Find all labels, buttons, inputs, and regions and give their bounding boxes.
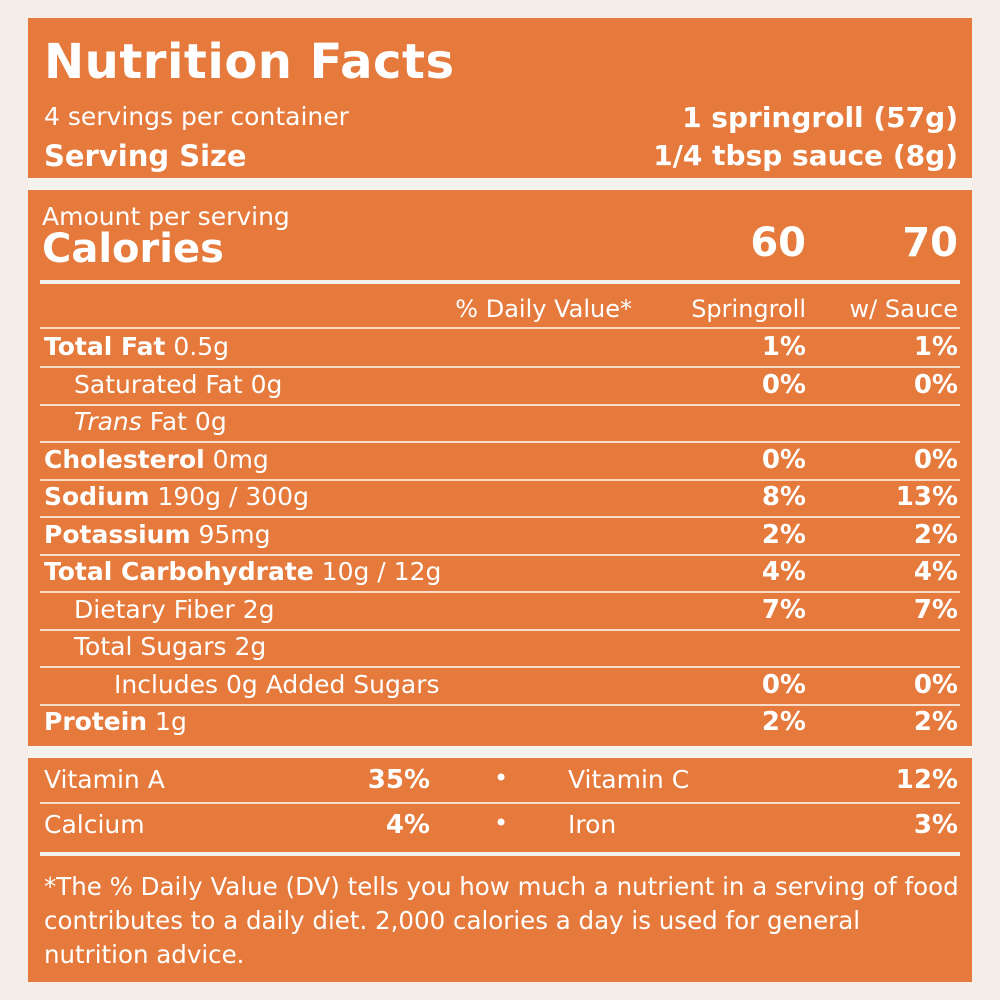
nutrient-dv-springroll: 0%: [761, 669, 806, 700]
vitamin-a-value: 35%: [367, 765, 430, 795]
daily-value-footnote: *The % Daily Value (DV) tells you how mu…: [44, 872, 959, 969]
column-header-with-sauce: w/ Sauce: [849, 295, 958, 323]
nutrient-name: Saturated Fat 0g: [74, 368, 282, 402]
nutrient-name-bold: Cholesterol: [44, 444, 205, 474]
row-divider: [40, 666, 960, 668]
nutrient-name: Dietary Fiber 2g: [74, 593, 274, 627]
serving-size-label: Serving Size: [44, 139, 247, 173]
nutrient-dv-with-sauce: 13%: [895, 482, 958, 512]
nutrient-dv-springroll: 2%: [761, 519, 806, 550]
nutrient-amount: 95mg: [190, 519, 271, 549]
nutrient-amount: 0.5g: [165, 332, 230, 361]
nutrient-row: Total Carbohydrate 10g / 12g 4% 4%: [28, 555, 972, 593]
row-divider: [40, 478, 960, 481]
calcium-value: 4%: [385, 810, 430, 840]
amount-per-serving: Amount per serving: [42, 202, 290, 231]
row-divider: [40, 703, 960, 706]
serving-size-sauce: 1/4 tbsp sauce (8g): [653, 139, 958, 172]
row-divider: [40, 403, 960, 406]
nutrient-name: Cholesterol 0mg: [44, 443, 269, 477]
nutrient-amount: Saturated Fat 0g: [74, 369, 283, 399]
nutrient-amount: Includes 0g Added Sugars: [114, 669, 440, 699]
thin-divider: [40, 327, 960, 329]
nutrient-dv-with-sauce: 2%: [913, 707, 958, 737]
vitamin-a-label: Vitamin A: [44, 765, 165, 794]
vitamin-c-value: 12%: [895, 765, 958, 795]
nutrient-row: Trans Fat 0g: [28, 405, 972, 443]
row-divider: [40, 516, 960, 518]
nutrient-amount: Total Sugars 2g: [74, 632, 267, 661]
footnote-divider: [40, 852, 960, 856]
nutrient-amount: 10g / 12g: [313, 557, 442, 586]
label-title: Nutrition Facts: [44, 34, 455, 90]
nutrient-name: Total Sugars 2g: [74, 630, 266, 664]
thick-divider-top: [28, 178, 972, 190]
nutrient-name-bold: Protein: [44, 707, 148, 736]
iron-label: Iron: [568, 810, 617, 839]
nutrient-name-bold: Total Fat: [44, 332, 166, 361]
row-divider: [40, 591, 960, 593]
nutrient-amount: 0mg: [204, 444, 269, 474]
nutrient-row: Protein 1g 2% 2%: [28, 705, 972, 743]
row-divider: [40, 628, 960, 631]
row-divider: [40, 441, 960, 443]
nutrient-name: Protein 1g: [44, 705, 187, 739]
nutrient-name: Includes 0g Added Sugars: [114, 668, 440, 702]
nutrient-name-bold: Potassium: [44, 519, 191, 549]
daily-value-header: % Daily Value*: [455, 295, 632, 323]
nutrient-dv-springroll: 2%: [761, 707, 806, 737]
iron-value: 3%: [913, 810, 958, 840]
nutrient-dv-springroll: 0%: [761, 369, 806, 400]
nutrient-amount: Fat 0g: [141, 407, 227, 436]
nutrient-dv-with-sauce: 1%: [913, 332, 958, 362]
calories-springroll: 60: [750, 220, 806, 266]
nutrient-dv-with-sauce: 7%: [913, 594, 958, 625]
nutrition-facts-panel: Nutrition Facts 4 servings per container…: [28, 18, 972, 982]
mineral-separator-dot: •: [494, 809, 509, 837]
nutrient-dv-with-sauce: 0%: [913, 369, 958, 400]
nutrient-name-bold: Total Carbohydrate: [44, 557, 314, 586]
calories-label: Calories: [42, 226, 224, 272]
nutrient-name: Trans Fat 0g: [74, 405, 227, 439]
thick-divider-bottom: [28, 746, 972, 758]
vitamin-divider: [40, 802, 960, 804]
nutrition-label: Nutrition Facts 4 servings per container…: [28, 18, 972, 982]
nutrient-name-italic: Trans: [74, 407, 142, 436]
nutrient-name: Total Fat 0.5g: [44, 330, 229, 364]
nutrient-name: Potassium 95mg: [44, 518, 270, 552]
nutrient-dv-with-sauce: 2%: [913, 519, 958, 550]
vitamin-c-label: Vitamin C: [568, 765, 690, 794]
nutrient-amount: 1g: [147, 707, 187, 736]
nutrient-row: Dietary Fiber 2g 7% 7%: [28, 593, 972, 631]
nutrient-dv-springroll: 4%: [761, 557, 806, 587]
nutrient-dv-with-sauce: 4%: [913, 557, 958, 587]
nutrient-name: Sodium 190g / 300g: [44, 480, 309, 514]
calcium-label: Calcium: [44, 810, 145, 839]
nutrient-row: Cholesterol 0mg 0% 0%: [28, 443, 972, 481]
nutrient-row: Saturated Fat 0g 0% 0%: [28, 368, 972, 406]
nutrient-dv-springroll: 7%: [761, 594, 806, 625]
column-header-springroll: Springroll: [691, 295, 806, 323]
nutrient-row: Potassium 95mg 2% 2%: [28, 518, 972, 556]
nutrient-dv-springroll: 1%: [761, 332, 806, 362]
nutrient-row: Sodium 190g / 300g 8% 13%: [28, 480, 972, 518]
calories-with-sauce: 70: [902, 220, 958, 266]
nutrient-row: Includes 0g Added Sugars 0% 0%: [28, 668, 972, 706]
nutrient-dv-with-sauce: 0%: [913, 444, 958, 475]
vitamin-separator-dot: •: [494, 764, 509, 792]
medium-divider: [40, 280, 960, 284]
nutrient-amount: 190g / 300g: [149, 482, 309, 511]
row-divider: [40, 553, 960, 556]
nutrient-dv-springroll: 8%: [761, 482, 806, 512]
nutrient-row: Total Sugars 2g: [28, 630, 972, 668]
serving-size-springroll: 1 springroll (57g): [682, 101, 958, 134]
nutrient-row: Total Fat 0.5g 1% 1%: [28, 330, 972, 368]
nutrient-dv-with-sauce: 0%: [913, 669, 958, 700]
nutrient-name: Total Carbohydrate 10g / 12g: [44, 555, 441, 589]
row-divider: [40, 366, 960, 368]
servings-per-container: 4 servings per container: [44, 102, 349, 131]
nutrient-name-bold: Sodium: [44, 482, 150, 511]
nutrient-dv-springroll: 0%: [761, 444, 806, 475]
nutrient-amount: Dietary Fiber 2g: [74, 594, 275, 624]
